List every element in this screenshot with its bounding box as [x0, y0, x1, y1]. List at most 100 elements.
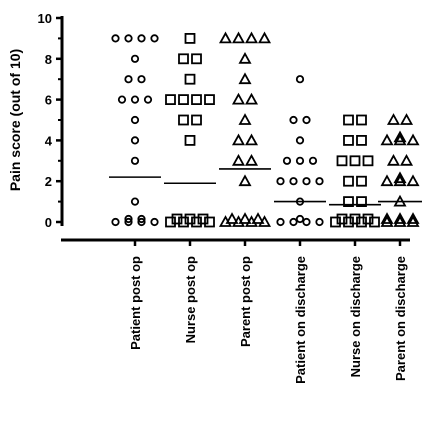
data-point-square	[356, 114, 367, 126]
data-point-triangle	[380, 174, 394, 187]
y-tick-label: 6	[45, 93, 52, 108]
data-point-square	[178, 53, 189, 65]
data-point-triangle	[238, 212, 252, 224]
data-point-circle	[302, 217, 311, 227]
data-point-circle	[124, 214, 133, 224]
data-point-square	[204, 94, 215, 105]
data-point-triangle	[399, 153, 414, 166]
data-point-triangle	[386, 113, 401, 125]
data-point-circle	[276, 217, 285, 227]
data-point-square	[349, 155, 361, 167]
data-point-circle	[124, 34, 133, 43]
data-point-triangle	[406, 133, 420, 146]
data-point-circle	[150, 34, 159, 43]
data-point-triangle	[406, 212, 420, 224]
data-point-circle	[276, 177, 285, 186]
data-point-square	[184, 33, 196, 44]
data-point-square	[165, 94, 176, 105]
data-point-square	[178, 94, 189, 105]
data-point-circle	[137, 214, 146, 224]
data-point-triangle	[238, 174, 252, 187]
data-point-square	[362, 155, 374, 167]
data-point-circle	[315, 217, 324, 227]
data-point-square	[204, 216, 215, 228]
data-point-triangle	[238, 51, 252, 64]
data-point-square	[343, 196, 354, 208]
data-point-square	[184, 134, 196, 146]
data-point-square	[178, 216, 189, 228]
data-point-square	[349, 213, 361, 225]
data-point-square	[356, 196, 367, 208]
data-point-triangle	[238, 72, 252, 85]
data-point-circle	[130, 156, 140, 165]
data-point-triangle	[393, 212, 407, 224]
data-point-square	[336, 213, 348, 225]
data-point-circle	[137, 217, 146, 227]
y-tick-label: 2	[45, 174, 52, 189]
data-point-triangle	[225, 212, 239, 224]
y-tick-label: 8	[45, 52, 52, 67]
x-category-label: Parent on discharge	[393, 256, 408, 381]
data-point-circle	[295, 156, 305, 165]
data-point-circle	[130, 54, 140, 63]
data-point-square	[330, 216, 341, 228]
data-point-circle	[130, 115, 140, 125]
data-point-square	[191, 114, 202, 126]
data-point-square	[191, 216, 202, 228]
data-point-circle	[130, 197, 140, 206]
data-point-triangle	[393, 171, 407, 184]
data-point-circle	[295, 214, 305, 224]
x-category-label: Patient on discharge	[293, 256, 308, 384]
x-category-label: Nurse on discharge	[348, 256, 363, 377]
data-point-triangle	[244, 92, 259, 105]
y-axis-title: Pain score (out of 10)	[7, 49, 23, 191]
data-point-square	[184, 213, 196, 225]
data-point-triangle	[231, 92, 246, 105]
data-point-circle	[282, 156, 292, 165]
data-point-circle	[137, 75, 146, 84]
data-point-square	[369, 216, 380, 228]
y-tick-label: 10	[38, 11, 52, 26]
data-point-circle	[111, 34, 120, 43]
x-category-label: Nurse post op	[183, 256, 198, 343]
data-point-circle	[302, 115, 311, 125]
data-point-circle	[124, 217, 133, 227]
data-point-circle	[111, 217, 120, 227]
data-point-circle	[137, 34, 146, 43]
data-point-triangle	[380, 215, 394, 227]
data-point-square	[343, 134, 354, 146]
data-point-triangle	[406, 215, 420, 227]
data-point-circle	[315, 177, 324, 186]
data-point-circle	[130, 95, 140, 104]
data-point-square	[191, 94, 202, 105]
data-point-circle	[143, 95, 153, 104]
data-point-circle	[289, 177, 298, 186]
data-point-square	[356, 134, 367, 146]
data-point-triangle	[406, 174, 420, 187]
data-point-triangle	[399, 113, 414, 125]
data-point-circle	[295, 75, 305, 84]
data-point-square	[343, 114, 354, 126]
data-point-circle	[124, 75, 133, 84]
data-point-square	[178, 114, 189, 126]
data-point-triangle	[244, 31, 259, 44]
data-point-square	[165, 216, 176, 228]
data-point-triangle	[238, 113, 252, 125]
data-point-triangle	[393, 133, 407, 146]
data-point-circle	[308, 156, 318, 165]
data-point-triangle	[257, 31, 272, 44]
data-point-circle	[302, 177, 311, 186]
data-point-triangle	[231, 133, 246, 146]
data-point-circle	[117, 95, 127, 104]
data-point-triangle	[244, 153, 259, 166]
median-lines	[109, 168, 422, 206]
data-point-triangle	[386, 153, 401, 166]
x-axis: Patient post op Nurse post op Parent post …	[61, 238, 410, 384]
data-point-square	[197, 213, 209, 225]
data-point-square	[191, 53, 202, 65]
data-point-triangle	[244, 133, 259, 146]
data-point-triangle	[393, 174, 407, 187]
data-point-circle	[289, 115, 298, 125]
data-point-triangle	[393, 130, 407, 143]
